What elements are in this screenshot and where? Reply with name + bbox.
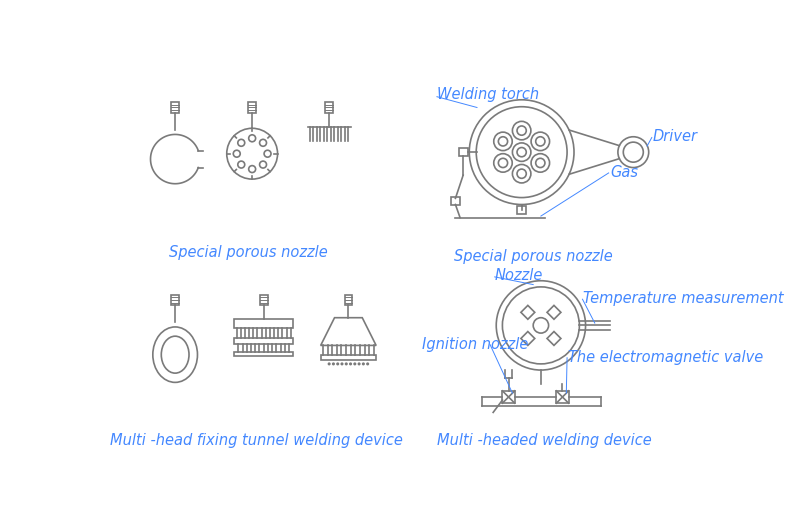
Circle shape (336, 363, 339, 366)
Text: Temperature measurement: Temperature measurement (583, 291, 784, 306)
Circle shape (345, 363, 348, 366)
Circle shape (328, 363, 330, 366)
Bar (171, 102, 179, 113)
Circle shape (341, 363, 343, 366)
Bar (556, 391, 569, 403)
Circle shape (332, 363, 335, 366)
Bar (517, 206, 526, 214)
Bar (171, 295, 179, 305)
Bar (451, 197, 460, 205)
Text: Driver: Driver (653, 129, 698, 144)
Text: Ignition nozzle: Ignition nozzle (422, 337, 528, 352)
Bar (321, 355, 376, 360)
Text: The electromagnetic valve: The electromagnetic valve (568, 350, 763, 365)
Bar (248, 102, 256, 113)
Bar (234, 319, 293, 329)
Circle shape (366, 363, 369, 366)
Circle shape (358, 363, 361, 366)
Text: Special porous nozzle: Special porous nozzle (454, 249, 613, 263)
Text: Nozzle: Nozzle (494, 268, 543, 283)
Bar (260, 295, 267, 305)
Circle shape (349, 363, 352, 366)
Bar (234, 338, 293, 344)
Text: Multi -head fixing tunnel welding device: Multi -head fixing tunnel welding device (110, 434, 402, 448)
Text: Special porous nozzle: Special porous nozzle (169, 245, 328, 260)
Text: Gas: Gas (610, 165, 638, 180)
Bar (345, 295, 352, 305)
Bar (234, 351, 293, 356)
Bar (502, 391, 514, 403)
Bar (458, 148, 468, 156)
Bar (326, 102, 333, 113)
Circle shape (354, 363, 356, 366)
Circle shape (362, 363, 365, 366)
Text: Welding torch: Welding torch (437, 87, 539, 102)
Text: Multi -headed welding device: Multi -headed welding device (438, 434, 652, 448)
